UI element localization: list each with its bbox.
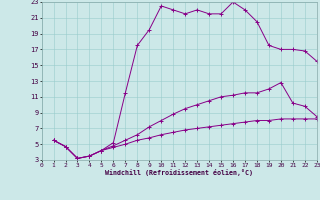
X-axis label: Windchill (Refroidissement éolien,°C): Windchill (Refroidissement éolien,°C) xyxy=(105,169,253,176)
